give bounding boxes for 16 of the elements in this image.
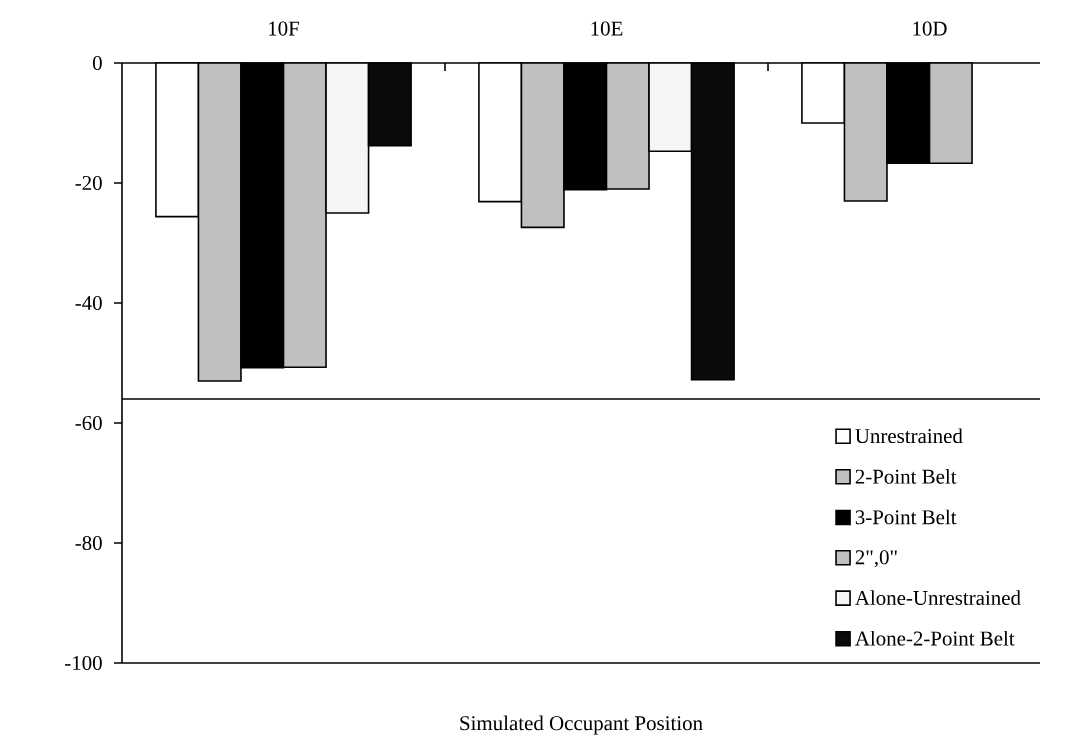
x-tick-label: 10E [591,21,623,36]
y-tick-label: -20 [75,175,102,191]
legend-label: 3-Point Belt [855,509,957,525]
x-tick-label: 10F [269,21,300,36]
x-axis-title: Simulated Occupant Position [460,715,703,735]
y-tick-label: -40 [75,295,102,311]
legend-label: Alone-2-Point Belt [855,630,1015,646]
legend-label: 2-Point Belt [855,469,957,484]
x-tick-label: 10D [913,21,947,36]
y-tick-label: -80 [75,535,102,551]
y-tick-label: -60 [75,415,102,431]
legend-label: Unrestrained [855,428,963,444]
y-tick-label: 0 [92,55,102,71]
legend-label: 2",0" [855,550,897,568]
y-tick-label: -100 [65,655,102,671]
legend-label: Alone-Unrestrained [855,590,1021,605]
